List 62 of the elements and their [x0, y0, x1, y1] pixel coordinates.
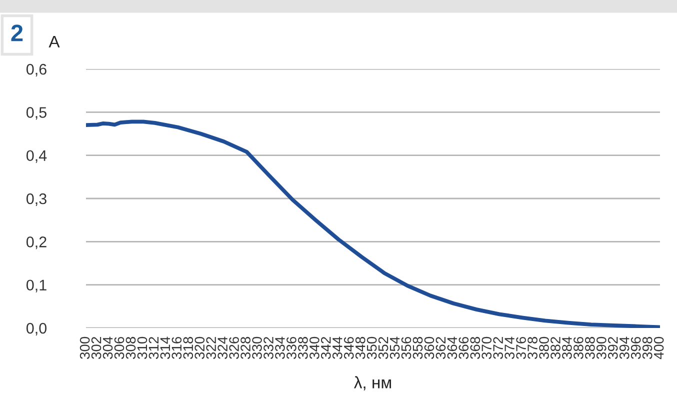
- x-tick-label: 396: [630, 336, 641, 359]
- x-tick-label: 350: [366, 336, 377, 359]
- x-tick-label: 386: [574, 336, 584, 359]
- x-tick-label: 348: [355, 336, 366, 359]
- x-tick-label: 326: [229, 336, 239, 359]
- line-series: [86, 120, 660, 328]
- x-tick-label: 312: [148, 337, 159, 359]
- x-tick-label: 372: [493, 337, 504, 359]
- x-tick-label: 322: [206, 337, 216, 359]
- x-tick-label: 334: [275, 336, 285, 359]
- x-tick-label: 388: [585, 336, 595, 359]
- x-tick-label: 344: [332, 336, 342, 359]
- x-tick-label: 354: [390, 336, 400, 359]
- x-tick-label: 342: [320, 337, 331, 359]
- x-tick-label: 346: [344, 336, 354, 359]
- x-tick-label: 336: [286, 336, 296, 359]
- x-tick-label: 302: [91, 337, 102, 359]
- x-axis-title: λ, нм: [354, 376, 391, 390]
- x-tick-label: 400: [654, 336, 664, 360]
- x-tick-label: 366: [458, 336, 469, 359]
- x-tick-label: 320: [194, 336, 205, 359]
- x-tick-label: 306: [114, 336, 124, 359]
- y-tick-label: 0,1: [26, 280, 46, 292]
- x-tick-label: 384: [562, 336, 572, 359]
- x-tick-label: 330: [252, 336, 262, 359]
- x-tick-label: 390: [596, 336, 606, 359]
- x-tick-label: 362: [436, 337, 446, 359]
- y-tick-label: 0,3: [26, 193, 46, 206]
- x-tick-label: 308: [126, 336, 136, 359]
- x-tick-label: 304: [102, 336, 113, 359]
- x-tick-label: 324: [218, 336, 228, 359]
- x-tick-label: 352: [378, 337, 388, 359]
- x-tick-label: 378: [528, 336, 538, 359]
- x-tick-label: 382: [550, 337, 560, 359]
- y-axis-title: A: [48, 36, 60, 48]
- x-tick-label: 374: [504, 336, 514, 359]
- x-tick-label: 356: [401, 336, 412, 359]
- x-tick-label: 370: [482, 336, 492, 359]
- x-tick-label: 314: [160, 336, 170, 359]
- x-tick-label: 332: [264, 337, 274, 359]
- x-tick-label: 358: [412, 336, 423, 359]
- y-tick-label: 0,2: [26, 236, 46, 250]
- x-tick-label: 340: [309, 336, 320, 359]
- x-tick-label: 392: [608, 337, 618, 359]
- x-tick-label: 364: [447, 336, 458, 359]
- y-tick-label: 0,0: [26, 322, 47, 336]
- x-tick-label: 328: [240, 336, 250, 359]
- x-tick-label: 394: [619, 336, 630, 359]
- text: 2: [11, 24, 23, 42]
- x-tick-label: 360: [424, 336, 434, 359]
- x-tick-label: 398: [642, 336, 652, 359]
- y-tick-label: 0,5: [26, 107, 46, 120]
- x-tick-label: 338: [298, 336, 308, 359]
- x-tick-label: 380: [539, 336, 549, 359]
- x-tick-label: 318: [183, 336, 194, 359]
- x-tick-label: 310: [137, 336, 148, 359]
- x-tick-label: 300: [80, 336, 90, 359]
- y-tick-label: 0,6: [26, 64, 46, 76]
- y-tick-label: 0,4: [26, 150, 47, 163]
- x-tick-label: 316: [172, 336, 182, 359]
- x-tick-label: 368: [470, 336, 480, 359]
- x-tick-label: 376: [516, 336, 526, 359]
